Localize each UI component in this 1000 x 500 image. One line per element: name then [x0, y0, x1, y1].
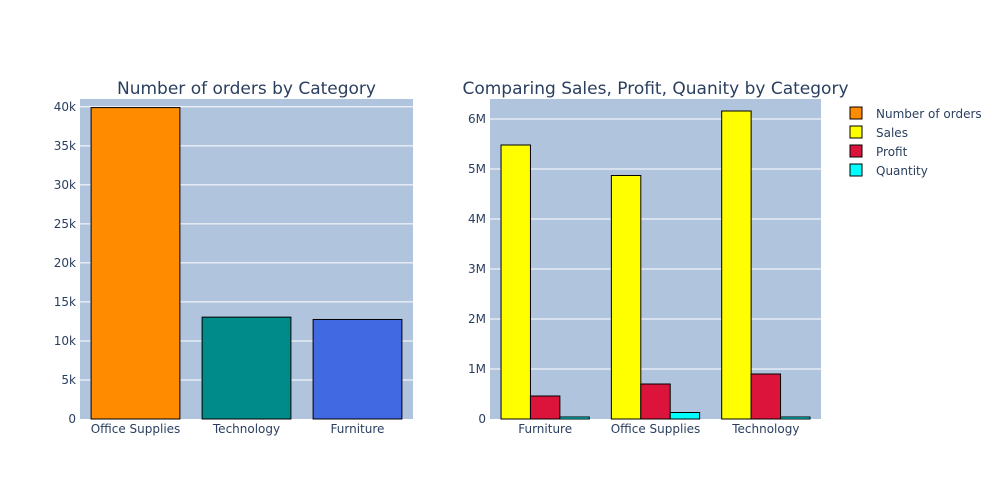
bar-sales-technology	[721, 110, 752, 420]
bar-profit-furniture	[529, 395, 561, 420]
y-tick-label: 25k	[54, 217, 76, 231]
bar-quantity-technology	[780, 416, 811, 420]
bar-profit-office-supplies	[640, 383, 671, 420]
legend-label: Number of orders	[876, 107, 982, 121]
legend-label: Quantity	[876, 164, 928, 178]
y-tick-label: 15k	[54, 295, 76, 309]
bar-sales-furniture	[500, 144, 531, 420]
bar-technology	[201, 316, 292, 420]
y-tick-label: 40k	[54, 100, 76, 114]
y-tick-label: 4M	[468, 212, 486, 226]
legend-swatch[interactable]	[849, 125, 863, 139]
y-tick-label: 10k	[54, 334, 76, 348]
bar-sales-office-supplies	[610, 175, 642, 420]
y-tick-label: 0	[68, 412, 76, 426]
y-tick-label: 0	[478, 412, 486, 426]
y-tick-label: 3M	[468, 262, 486, 276]
x-tick-label: Office Supplies	[611, 422, 701, 436]
y-tick-label: 20k	[54, 256, 76, 270]
chart-title: Comparing Sales, Profit, Quanity by Cate…	[462, 79, 848, 99]
legend-swatch[interactable]	[849, 163, 863, 177]
legend-swatch[interactable]	[849, 144, 863, 158]
y-tick-label: 5M	[468, 162, 486, 176]
x-tick-label: Office Supplies	[91, 422, 181, 436]
bar-office-supplies	[90, 107, 181, 420]
legend-label: Profit	[876, 145, 908, 159]
x-tick-label: Technology	[731, 422, 799, 436]
bar-profit-technology	[750, 373, 782, 420]
y-tick-label: 1M	[468, 362, 486, 376]
x-tick-label: Technology	[212, 422, 280, 436]
y-tick-label: 2M	[468, 312, 486, 326]
x-tick-label: Furniture	[518, 422, 572, 436]
y-tick-label: 6M	[468, 112, 486, 126]
bar-quantity-office-supplies	[669, 412, 701, 420]
chart-title: Number of orders by Category	[117, 79, 376, 99]
y-tick-label: 35k	[54, 139, 76, 153]
legend-swatch[interactable]	[849, 106, 863, 120]
legend-label: Sales	[876, 126, 908, 140]
bar-quantity-furniture	[559, 416, 590, 420]
y-tick-label: 30k	[54, 178, 76, 192]
bar-furniture	[312, 318, 403, 420]
x-tick-label: Furniture	[331, 422, 385, 436]
y-tick-label: 5k	[61, 373, 76, 387]
plot-area-2	[490, 99, 821, 419]
